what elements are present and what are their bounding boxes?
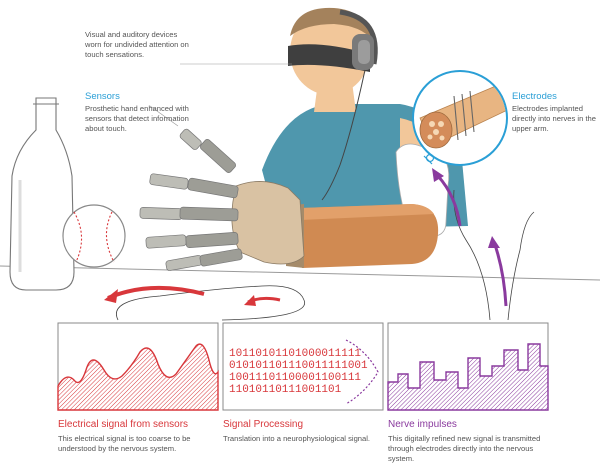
prosthetic-hand xyxy=(139,128,305,271)
sensors-text: Prosthetic hand enhanced with sensors th… xyxy=(85,104,189,133)
binary-line: 10011101100001100111 xyxy=(229,372,361,384)
panel-nerve-title: Nerve impulses xyxy=(388,419,457,430)
panel-processing-text: Translation into a neurophysiological si… xyxy=(223,434,371,443)
electrode-magnifier xyxy=(412,70,508,166)
panel-processing-box xyxy=(222,322,384,411)
processing-arrow xyxy=(345,339,379,405)
baseball xyxy=(62,204,126,268)
sensors-title: Sensors xyxy=(85,91,120,102)
panel-processing-title: Signal Processing xyxy=(223,419,304,430)
binary-stream: 10110101101000011111 0101011011100111110… xyxy=(229,348,368,396)
electrodes-text: Electrodes implanted directly into nerve… xyxy=(512,104,596,133)
binary-line: 11010110111001101 xyxy=(229,384,342,396)
panel-nerve-text: This digitally refined new signal is tra… xyxy=(388,434,541,463)
sensors-leader xyxy=(149,105,179,127)
goggles-note: Visual and auditory devices worn for und… xyxy=(85,30,189,59)
wire-to-panel1 xyxy=(116,285,306,321)
binary-line: 010101101110011111001 xyxy=(229,360,368,372)
electrodes-title: Electrodes xyxy=(512,91,557,102)
purple-arrow-upper xyxy=(436,174,462,227)
binary-line: 10110101101000011111 xyxy=(229,348,361,360)
bottle xyxy=(9,97,75,291)
electrical-waveform xyxy=(57,343,219,411)
purple-arrow-lower xyxy=(492,241,508,307)
panel-electrical-title: Electrical signal from sensors xyxy=(58,419,189,430)
panel-electrical-text: This electrical signal is too coarse to … xyxy=(58,434,191,453)
table-edge xyxy=(0,265,600,281)
nerve-waveform xyxy=(387,343,549,411)
